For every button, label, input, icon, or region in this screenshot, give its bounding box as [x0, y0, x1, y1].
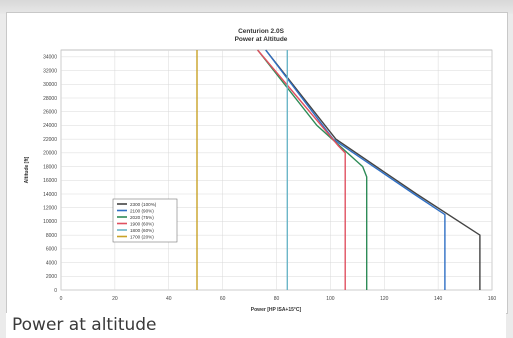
x-tick-label: 60 [220, 296, 226, 302]
y-tick-label: 0 [54, 288, 57, 294]
x-tick-label: 140 [434, 296, 443, 302]
x-tick-label: 0 [60, 296, 63, 302]
y-tick-label: 18000 [43, 164, 57, 170]
legend-item-label: 1800 (60%) [130, 228, 154, 233]
series-line-2 [257, 49, 368, 290]
legend-item-label: 1700 (20%) [130, 234, 154, 239]
x-tick-label: 120 [380, 296, 389, 302]
y-tick-label: 34000 [43, 55, 57, 61]
top-strip [0, 0, 513, 14]
y-tick-label: 32000 [43, 68, 57, 74]
series-layer [196, 49, 481, 290]
x-tick-label: 20 [112, 296, 118, 302]
y-tick-label: 4000 [46, 260, 57, 266]
tick-labels: 0 2000 4000 6000 8000 10000 12000 14000 16000 180… [43, 55, 496, 302]
y-axis-label: Altitude [ft] [24, 156, 30, 183]
y-tick-label: 8000 [46, 233, 57, 239]
y-tick-label: 20000 [43, 151, 57, 157]
chart-frame: 0 2000 4000 6000 8000 10000 12000 14000 16000 180… [6, 12, 508, 314]
series-line-0 [265, 49, 481, 290]
legend: 2300 (100%)2100 (90%) 2020 (75%)1900 (60%… [112, 198, 178, 243]
y-tick-label: 28000 [43, 96, 57, 102]
caption: Power at altitude [6, 313, 506, 338]
x-tick-label: 80 [274, 296, 280, 302]
legend-item-label: 2020 (75%) [130, 215, 154, 220]
x-tick-label: 40 [166, 296, 172, 302]
x-axis-label: Power [HP ISA+15°C] [251, 307, 302, 313]
y-tick-label: 12000 [43, 206, 57, 212]
x-tick-label: 100 [326, 296, 335, 302]
chart-subtitle: Power at Altitude [235, 36, 288, 43]
chart-title: Centurion 2.0S [238, 28, 285, 35]
series-line-1 [265, 49, 446, 290]
legend-item-label: 1900 (60%) [130, 221, 154, 226]
chart: 0 2000 4000 6000 8000 10000 12000 14000 16000 180… [24, 28, 496, 313]
y-tick-label: 16000 [43, 178, 57, 184]
legend-item-label: 2100 (90%) [130, 208, 154, 213]
y-tick-label: 22000 [43, 137, 57, 143]
legend-box [112, 198, 178, 243]
y-tick-label: 14000 [43, 192, 57, 198]
series-line-3 [257, 49, 346, 290]
x-tick-label: 160 [488, 296, 497, 302]
legend-item-label: 2300 (100%) [130, 202, 157, 207]
y-tick-label: 6000 [46, 247, 57, 253]
y-tick-label: 24000 [43, 123, 57, 129]
y-tick-label: 30000 [43, 82, 57, 88]
y-tick-label: 26000 [43, 110, 57, 116]
y-tick-label: 2000 [46, 274, 57, 280]
y-tick-label: 10000 [43, 219, 57, 225]
